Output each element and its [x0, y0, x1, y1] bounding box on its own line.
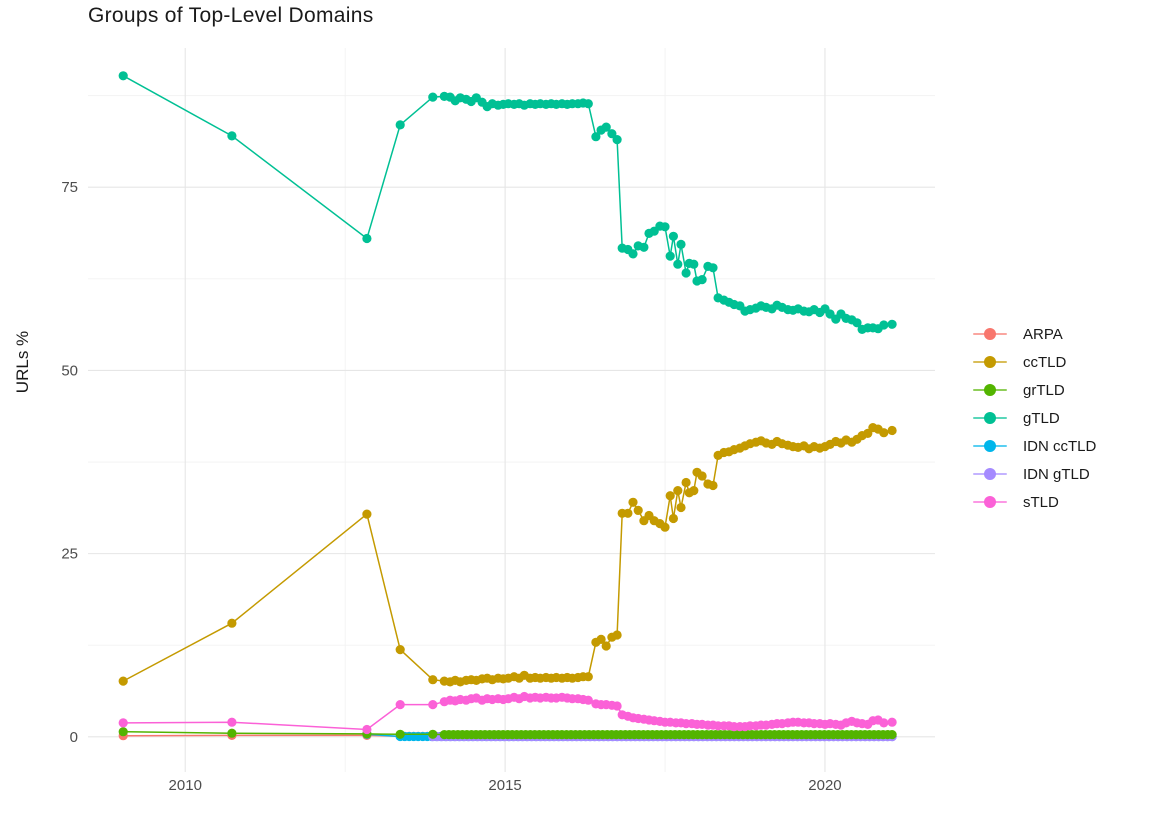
y-tick-label: 75 — [61, 179, 78, 196]
legend-item-cctld: ccTLD — [973, 348, 1096, 376]
series-gtld — [118, 71, 897, 334]
legend-key-dot — [984, 356, 996, 368]
major-gridlines — [88, 48, 935, 772]
legend-label: IDN gTLD — [1023, 465, 1090, 483]
x-tick-label: 2020 — [808, 777, 841, 794]
series-stld — [118, 691, 897, 735]
series-points-grtld — [118, 727, 897, 740]
legend-item-grtld: grTLD — [973, 376, 1096, 404]
legend-label: IDN ccTLD — [1023, 437, 1097, 455]
series-line-gtld — [122, 75, 893, 331]
legend-label: grTLD — [1023, 381, 1065, 399]
legend-key-icon — [973, 355, 1007, 369]
legend-label: sTLD — [1023, 493, 1059, 511]
legend-label: ccTLD — [1023, 353, 1067, 371]
axis-tick-labels: 2010 2015 2020 0 25 50 75 — [61, 179, 841, 794]
legend-item-idn-cctld: IDN ccTLD — [973, 432, 1096, 460]
series-grtld — [118, 727, 897, 740]
x-tick-label: 2010 — [169, 777, 202, 794]
y-tick-label: 0 — [70, 729, 78, 746]
y-tick-label: 25 — [61, 546, 78, 563]
minor-gridlines — [88, 48, 935, 772]
legend-key-icon — [973, 439, 1007, 453]
legend-key-icon — [973, 495, 1007, 509]
y-tick-label: 50 — [61, 362, 78, 379]
legend-item-gtld: gTLD — [973, 404, 1096, 432]
legend-key-icon — [973, 411, 1007, 425]
legend-key-dot — [984, 440, 996, 452]
x-tick-label: 2015 — [488, 777, 521, 794]
legend-label: gTLD — [1023, 409, 1060, 427]
legend-key-icon — [973, 327, 1007, 341]
legend-key-dot — [984, 468, 996, 480]
legend-item-idn-gtld: IDN gTLD — [973, 460, 1096, 488]
legend: ARPA ccTLD grTLD gTLD IDN ccTLD IDN gTLD sTLD — [973, 320, 1096, 516]
legend-key-dot — [984, 412, 996, 424]
legend-label: ARPA — [1023, 325, 1063, 343]
series-points-stld — [118, 691, 897, 735]
legend-key-icon — [973, 383, 1007, 397]
series-cctld — [118, 423, 897, 687]
legend-item-stld: sTLD — [973, 488, 1096, 516]
legend-item-arpa: ARPA — [973, 320, 1096, 348]
series-points-cctld — [118, 423, 897, 687]
legend-key-icon — [973, 467, 1007, 481]
legend-key-dot — [984, 328, 996, 340]
legend-key-dot — [984, 496, 996, 508]
legend-key-dot — [984, 384, 996, 396]
series-points-gtld — [118, 71, 897, 334]
chart-title: Groups of Top-Level Domains — [88, 4, 374, 27]
series-line-cctld — [122, 426, 893, 683]
